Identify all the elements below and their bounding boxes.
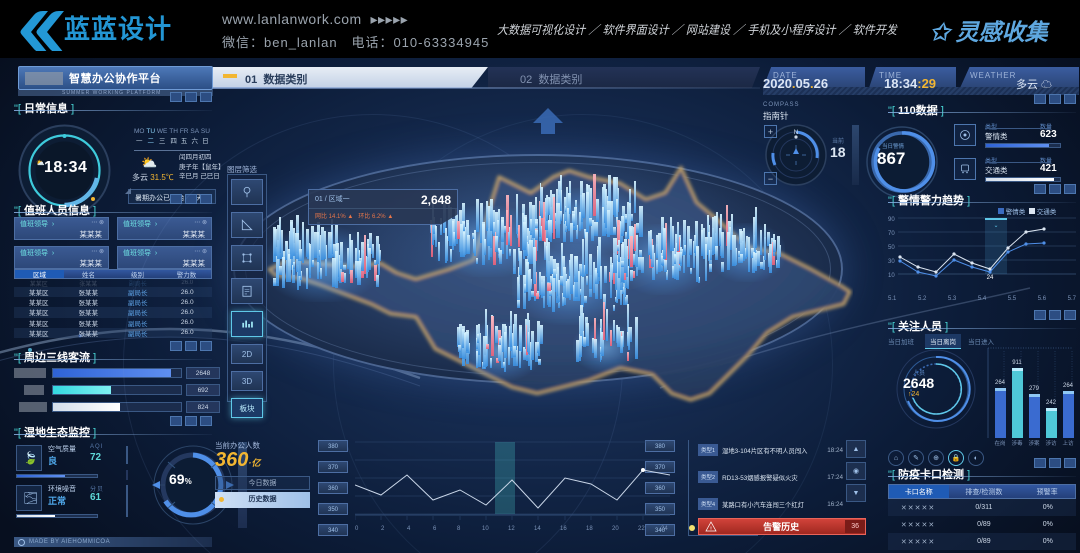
svg-text:70: 70	[888, 231, 895, 237]
svg-text:20: 20	[612, 526, 619, 532]
svg-text:8: 8	[457, 526, 461, 532]
svg-text:⌄: ⌄	[993, 223, 998, 229]
svg-text:911: 911	[1012, 360, 1022, 366]
svg-text:24: 24	[661, 526, 668, 532]
svg-text:18: 18	[586, 526, 593, 532]
svg-text:4: 4	[407, 526, 411, 532]
svg-text:6: 6	[433, 526, 437, 532]
svg-text:242: 242	[1046, 400, 1057, 406]
svg-text:N: N	[794, 129, 799, 136]
svg-text:50: 50	[888, 245, 895, 251]
svg-text:12: 12	[508, 526, 515, 532]
svg-text:!: !	[710, 525, 712, 530]
svg-text:涉案: 涉案	[1028, 439, 1040, 446]
svg-text:24: 24	[987, 275, 994, 281]
svg-text:22: 22	[638, 526, 645, 532]
svg-text:上访: 上访	[1062, 439, 1074, 446]
svg-text:涉毒: 涉毒	[1011, 439, 1023, 446]
svg-text:2: 2	[381, 526, 385, 532]
svg-text:0: 0	[355, 526, 359, 532]
svg-text:14: 14	[534, 526, 541, 532]
svg-text:30: 30	[888, 259, 895, 265]
svg-text:在岗: 在岗	[994, 439, 1005, 446]
svg-text:10: 10	[482, 526, 489, 532]
svg-text:90: 90	[888, 217, 895, 223]
svg-text:10: 10	[888, 273, 895, 279]
svg-text:264: 264	[995, 380, 1006, 386]
svg-text:涉访: 涉访	[1045, 439, 1057, 446]
svg-text:279: 279	[1029, 386, 1040, 392]
svg-text:264: 264	[1063, 383, 1074, 389]
svg-text:16: 16	[560, 526, 567, 532]
